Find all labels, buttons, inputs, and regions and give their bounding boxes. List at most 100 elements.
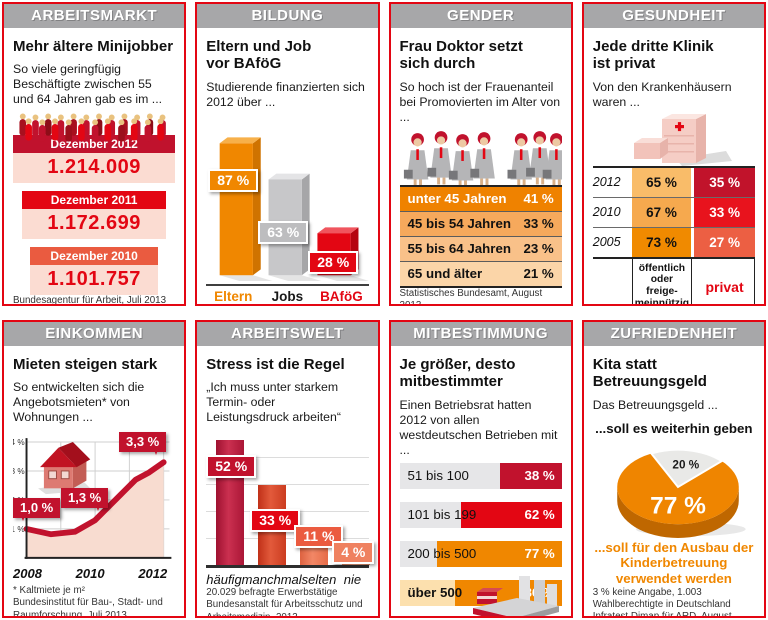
panel-header: GESUNDHEIT [583,4,764,28]
crowd-icon [19,113,166,142]
pie-chart: 20 % 77 % [616,448,746,538]
table-row: 2010 67 % 33 % [592,197,755,228]
stat-label: Dezember 2010 [30,247,159,266]
panel-subtitle: Einen Betriebsrat hatten 2012 von allen … [399,397,558,457]
bar-label-bafoeg: BAföG [320,288,363,304]
stat-value: 1.172.699 [21,209,167,240]
column-label-public: öffentlich oder freige-meinnützig [631,258,693,304]
panel-header: ARBEITSWELT [197,322,378,346]
panel-bildung: BILDUNG Eltern und Job vor BAföG Studier… [195,2,380,306]
stat-value: 1.214.009 [13,153,176,184]
panel-gender: GENDER Frau Doktor setzt sich durch So h… [388,2,573,306]
bar-category-labels: häufig manchmal selten nie [206,572,368,587]
table-row: 2005 73 % 27 % [592,227,755,259]
panel-title: Je größer, desto mitbestimmter [399,356,516,391]
hbar-fill: 77 % [436,540,562,567]
data-callout: 1,0 % [13,498,61,522]
bar-value-label: 28 % [308,250,359,274]
panel-zufriedenheit: ZUFRIEDENHEIT Kita statt Betreuungsgeld … [581,320,766,618]
panel-arbeitsmarkt: ARBEITSMARKT Mehr ältere Minijobber So v… [2,2,187,306]
panel-subtitle: Studierende finanzierten sich 2012 über … [206,79,365,109]
panel-title: Mieten steigen stark [13,356,158,373]
footnote: * Kaltmiete je m² [13,585,85,597]
spacer [593,259,629,305]
panel-subtitle: „Ich muss unter starkem Termin- oder Lei… [206,380,341,425]
panel-header: EINKOMMEN [4,322,185,346]
panel-header: GENDER [390,4,571,28]
column-label-private: privat [695,258,755,304]
row-value: 33 % [523,215,554,231]
panel-title: Kita statt Betreuungsgeld [592,356,707,391]
row-year: 2005 [592,235,621,249]
source-line: Bundesanstalt für Arbeitsschutz und Arbe… [206,599,363,618]
bar-value-label: 52 % [206,455,257,479]
stress-bar-chart: 52 % 33 % 11 % 4 % [206,433,375,569]
y-tick: 4 % [13,438,25,447]
x-tick: 2012 [138,566,168,582]
row-year: 2012 [592,175,621,189]
panel-header: MITBESTIMMUNG [390,322,571,346]
x-tick: 2010 [75,566,105,582]
bar-label: nie [343,572,362,588]
panel-subtitle: Von den Krankenhäusern waren ... [592,79,732,109]
hbar-fill: 38 % [500,462,562,489]
panel-header: ZUFRIEDENHEIT [583,322,764,346]
row-label: 45 bis 54 Jahren [407,215,511,231]
panel-subtitle: So hoch ist der Frauenanteil bei Promovi… [399,79,561,124]
pie-label-use: ...soll für den Ausbau der Kinderbetreuu… [594,539,754,586]
x-axis-labels: 2008 2010 2012 [13,564,175,581]
pie-slice-value: 20 % [672,458,699,471]
panel-gesundheit: GESUNDHEIT Jede dritte Klinik ist privat… [581,2,766,306]
stat-box-2011: Dezember 2011 1.172.699 [21,191,167,240]
row-label: 200 bis 500 [407,546,477,561]
bildung-bar-chart: 87 % 63 % 28 % [206,117,378,285]
panel-subtitle: Das Betreuungsgeld ... [592,397,718,412]
factory-icon [472,575,559,616]
bar-value-label: 11 % [294,525,344,549]
source-note: 20. Sozialerhebung des Deutschen Student… [206,304,368,305]
bar-category-labels: Eltern Jobs BAföG [206,289,368,304]
row-value: 62 % [524,507,555,522]
source-line: 3 % keine Angabe, 1.003 Wahlberechtigte … [592,586,731,610]
hbar-fill: 62 % [461,501,562,528]
table-row: 2012 65 % 35 % [592,167,755,198]
row-label: 65 und älter [407,265,483,281]
panel-title: Jede dritte Klinik ist privat [592,38,714,73]
panel-arbeitswelt: ARBEITSWELT Stress ist die Regel „Ich mu… [195,320,380,618]
hospital-table: 2012 65 % 35 % 2010 67 % 33 % 2005 73 % … [592,165,755,305]
row-label: über 500 [407,585,463,600]
data-callout: 1,3 % [61,488,109,512]
column-labels: öffentlich oder freige-meinnützig privat [593,258,755,305]
row-value: 38 % [524,468,555,483]
pie-main-value: 77 % [650,492,706,519]
row-year: 2010 [592,205,621,219]
bar-label: häufig [206,572,242,588]
hbar-row: 200 bis 500 77 % [399,540,562,567]
panel-title: Stress ist die Regel [206,356,345,373]
table-row: 65 und älter 21 % [399,261,562,288]
x-tick: 2008 [13,566,42,582]
table-row: 45 bis 54 Jahren 33 % [399,211,562,237]
row-value: 77 % [524,546,555,561]
bar-value-label: 33 % [250,509,301,533]
row-value: 21 % [523,265,554,281]
source-line: 20.029 befragte Erwerbstätige [206,587,338,599]
row-label: 55 bis 64 Jahren [407,240,511,256]
source-note: Statistisches Bundesamt, August 2013 [399,287,543,306]
panel-mitbestimmung: MITBESTIMMUNG Je größer, desto mitbestim… [388,320,573,619]
unit-label: Beschäftigten [400,617,562,619]
public-share: 73 % [631,227,692,257]
bar-value-label: 63 % [258,220,309,244]
row-value: 23 % [523,240,554,256]
women-figures-icon [403,130,562,187]
source-note: Bundesagentur für Arbeit, Juli 2013 [13,295,167,306]
bar-label-jobs: Jobs [271,288,304,304]
row-value: 41 % [523,190,554,206]
bar-label: manchmal [241,572,302,588]
stat-box-2012: Dezember 2012 1.214.009 [13,135,176,184]
stat-label: Dezember 2011 [21,191,167,210]
panel-header: ARBEITSMARKT [4,4,185,28]
panel-title: Frau Doktor setzt sich durch [399,38,523,73]
panel-title: Mehr ältere Minijobber [13,38,174,55]
